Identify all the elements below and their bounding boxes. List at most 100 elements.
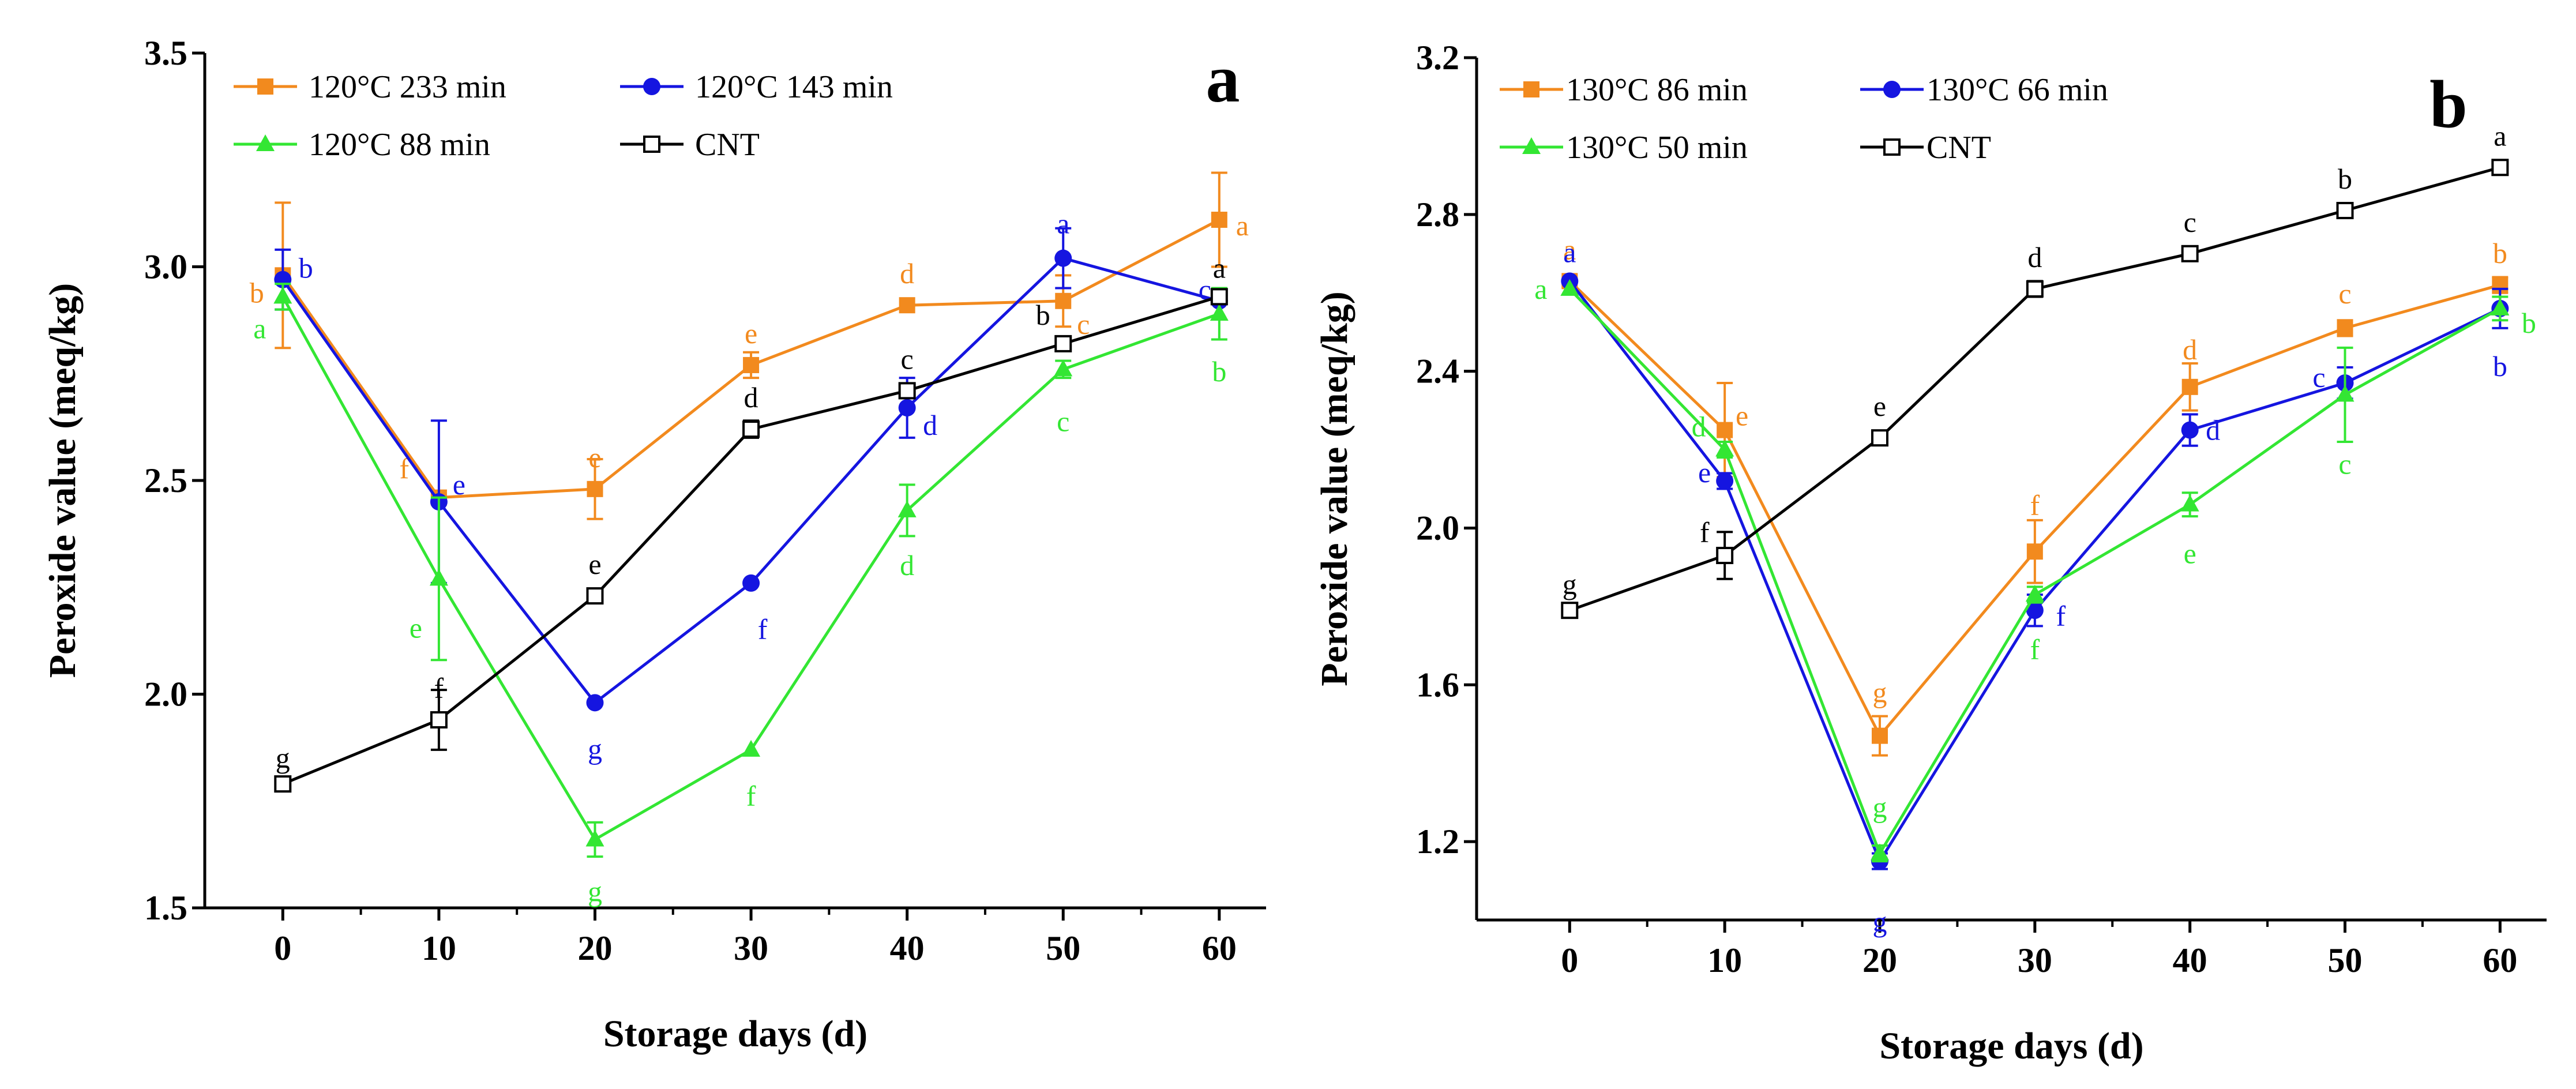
x-tick-label: 60 [2483,941,2517,979]
significance-label: e [1698,456,1711,489]
significance-label: b [2338,163,2352,195]
x-tick-label: 50 [1046,929,1080,967]
significance-label: f [2030,489,2040,521]
significance-label: e [745,317,757,350]
data-point [2026,280,2044,298]
legend-marker [1883,138,1901,156]
significance-label: c [2338,277,2351,310]
data-point [1871,727,1888,744]
significance-label: d [900,549,914,581]
legend-label: 120°C 143 min [695,69,893,105]
significance-label: g [588,733,602,765]
data-point [1055,292,1072,309]
legend-label: 130°C 50 min [1566,130,1748,166]
significance-label: g [1872,906,1887,938]
chart-panel-a: 1.5 2.0 2.5 3.0 3.5 0 10 20 30 40 50 60 Storage days… [42,34,1266,1055]
data-point [1054,249,1072,267]
significance-label: e [453,468,465,501]
significance-label: c [2338,448,2351,480]
significance-label: d [744,381,758,414]
y-tick-label: 2.8 [1416,196,1459,234]
significance-label: a [253,312,266,344]
data-point [898,500,917,517]
legend-label: 120°C 233 min [309,69,506,105]
data-point [1871,429,1888,447]
data-point [1210,304,1229,321]
data-point [1054,335,1072,352]
data-point [2491,298,2510,316]
significance-label: b [2493,237,2507,269]
significance-label: f [758,613,768,645]
x-axis-title: Storage days (d) [1879,1025,2143,1067]
significance-label: b [1036,299,1050,331]
data-point [2337,320,2353,336]
data-point [1561,602,1579,619]
data-point [1716,547,1734,565]
data-point [1210,288,1228,306]
data-point [2181,378,2198,395]
data-point [2336,202,2354,220]
y-axis-title: Peroxide value (meq/kg) [1313,291,1355,686]
data-point [1560,279,1579,296]
data-point [1715,440,1734,457]
significance-label: f [1700,516,1710,549]
x-tick-label: 40 [890,929,925,967]
y-axis-title: Peroxide value (meq/kg) [42,283,84,678]
legend-label: 130°C 86 min [1566,72,1748,108]
significance-label: b [2522,307,2536,339]
data-point [1870,843,1889,861]
y-tick-label: 3.0 [144,248,187,286]
significance-label: d [923,409,937,441]
significance-label: d [2206,414,2220,446]
y-tick-label: 1.5 [144,889,187,927]
data-point [586,587,604,605]
x-tick-label: 0 [1561,941,1578,979]
significance-label: g [1872,677,1887,709]
significance-label: d [900,257,914,290]
x-tick-label: 10 [422,929,456,967]
legend-marker [256,134,275,151]
legend-marker [257,78,273,95]
x-tick-label: 20 [1862,941,1897,979]
significance-label: e [1873,390,1886,422]
panel-letter: a [1206,41,1240,117]
data-point [898,399,916,417]
data-point [2026,602,2044,619]
y-tick-label: 2.5 [144,461,187,500]
data-point [898,382,916,400]
legend-label: 130°C 66 min [1927,72,2108,108]
y-tick-label: 1.6 [1416,666,1459,704]
x-tick-label: 50 [2328,941,2363,979]
significance-label: f [434,672,444,704]
legend: 130°C 86 min 130°C 66 min 130°C 50 min CNT [1500,72,2108,166]
significance-label: f [746,780,756,812]
significance-label: a [1563,236,1576,268]
significance-label: f [2030,633,2040,666]
legend-label: CNT [1927,130,1991,166]
significance-label: a [1534,273,1547,305]
x-tick-label: 10 [1707,941,1742,979]
significance-label: a [1213,251,1226,284]
data-point [1717,422,1733,438]
significance-label: c [1199,273,1211,306]
data-point [1054,359,1073,377]
significance-label: e [2184,538,2196,570]
significance-label: b [2493,350,2507,382]
data-point [742,420,760,438]
significance-label: a [1057,208,1069,240]
y-tick-label: 3.5 [144,34,187,72]
data-point [2181,421,2199,439]
significance-label: b [299,252,313,284]
y-tick-label: 2.4 [1416,352,1459,390]
data-point [274,775,292,793]
legend: 120°C 233 min 120°C 143 min 120°C 88 min CN… [234,69,893,163]
significance-label: a [1236,209,1249,242]
chart-panel-b: 1.2 1.6 2.0 2.4 2.8 3.2 0 10 20 30 40 50 60 Storage d… [1313,39,2547,1067]
x-tick-label: 30 [2018,941,2052,979]
legend-item: 120°C 88 min [234,127,490,163]
significance-label: g [588,875,602,907]
